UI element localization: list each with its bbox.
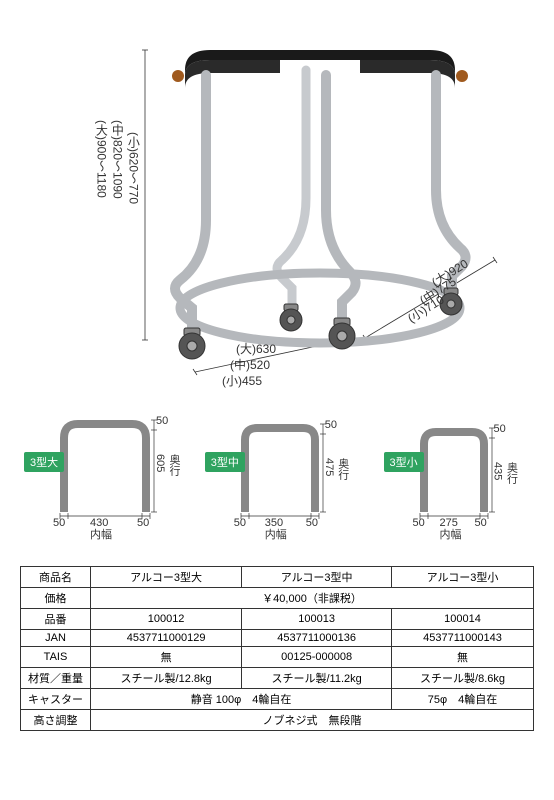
depth-val: 605: [154, 454, 165, 472]
cell: ￥40,000（非課税）: [91, 588, 534, 609]
row-header: 品番: [21, 609, 91, 630]
height-dim-large: (大)900～1180: [94, 120, 108, 198]
variant-badge: 3型小: [384, 452, 424, 472]
cell: 100012: [91, 609, 242, 630]
cell: 4537711000136: [242, 630, 392, 647]
b0: 50: [234, 518, 246, 529]
cell: 00125-000008: [242, 647, 392, 668]
depth-label: 奥行: [506, 462, 517, 484]
width-dim-mid: (中)520: [230, 358, 270, 372]
cell: 75φ 4輪自在: [392, 689, 534, 710]
variant-badge: 3型中: [205, 452, 245, 472]
cell: スチール製/12.8kg: [91, 668, 242, 689]
table-row: 材質／重量 スチール製/12.8kg スチール製/11.2kg スチール製/8.…: [21, 668, 534, 689]
cell: アルコー3型中: [242, 567, 392, 588]
inner: 内幅: [265, 530, 287, 541]
width-dim-large: (大)630: [236, 342, 276, 356]
table-row: 商品名 アルコー3型大 アルコー3型中 アルコー3型小: [21, 567, 534, 588]
walker-illustration: [20, 20, 534, 400]
depth-val: 475: [323, 458, 334, 476]
spec-table: 商品名 アルコー3型大 アルコー3型中 アルコー3型小 価格 ￥40,000（非…: [20, 566, 534, 731]
cell: 4537711000143: [392, 630, 534, 647]
table-row: キャスター 静音 100φ 4輪自在 75φ 4輪自在: [21, 689, 534, 710]
depth-val: 435: [492, 462, 503, 480]
cell: 100014: [392, 609, 534, 630]
variant-badge: 3型大: [24, 452, 64, 472]
height-dim-small: (小)620～770: [126, 132, 140, 204]
cell: スチール製/11.2kg: [242, 668, 392, 689]
b1: 350: [265, 518, 283, 529]
variant-row: 3型大 50 605 奥行 50 430 50 内幅 3: [20, 410, 534, 530]
table-row: 高さ調整 ノブネジ式 無段階: [21, 710, 534, 731]
cell: 無: [392, 647, 534, 668]
b0: 50: [413, 518, 425, 529]
height-dim-mid: (中)820～1090: [110, 120, 124, 199]
main-product-figure: (大)900～1180 (中)820～1090 (小)620～770 (大)63…: [20, 20, 534, 400]
row-header: 材質／重量: [21, 668, 91, 689]
b2: 50: [306, 518, 318, 529]
inner: 内幅: [90, 530, 112, 541]
table-row: TAIS 無 00125-000008 無: [21, 647, 534, 668]
cell: アルコー3型小: [392, 567, 534, 588]
cell: アルコー3型大: [91, 567, 242, 588]
table-row: 品番 100012 100013 100014: [21, 609, 534, 630]
variant-large: 3型大 50 605 奥行 50 430 50 内幅: [20, 410, 184, 530]
cell: ノブネジ式 無段階: [91, 710, 534, 731]
row-header: JAN: [21, 630, 91, 647]
variant-mid: 3型中 50 475 奥行 50 350 50 内幅: [195, 410, 359, 530]
b1: 430: [90, 518, 108, 529]
row-header: 価格: [21, 588, 91, 609]
cell: 100013: [242, 609, 392, 630]
depth-label: 奥行: [168, 454, 179, 476]
b0: 50: [53, 518, 65, 529]
variant-small: 3型小 50 435 奥行 50 275 50 内幅: [370, 410, 534, 530]
cell: 4537711000129: [91, 630, 242, 647]
width-dim-small: (小)455: [222, 374, 262, 388]
row-header: 商品名: [21, 567, 91, 588]
page: (大)900～1180 (中)820～1090 (小)620～770 (大)63…: [20, 20, 534, 731]
table-row: 価格 ￥40,000（非課税）: [21, 588, 534, 609]
depth-label: 奥行: [337, 458, 348, 480]
b1: 275: [440, 518, 458, 529]
cell: 静音 100φ 4輪自在: [91, 689, 392, 710]
row-header: TAIS: [21, 647, 91, 668]
row-header: 高さ調整: [21, 710, 91, 731]
inner: 内幅: [440, 530, 462, 541]
top50: 50: [325, 420, 337, 431]
cell: スチール製/8.6kg: [392, 668, 534, 689]
b2: 50: [137, 518, 149, 529]
row-header: キャスター: [21, 689, 91, 710]
top50: 50: [494, 424, 506, 435]
table-row: JAN 4537711000129 4537711000136 45377110…: [21, 630, 534, 647]
b2: 50: [475, 518, 487, 529]
cell: 無: [91, 647, 242, 668]
top50: 50: [156, 416, 168, 427]
